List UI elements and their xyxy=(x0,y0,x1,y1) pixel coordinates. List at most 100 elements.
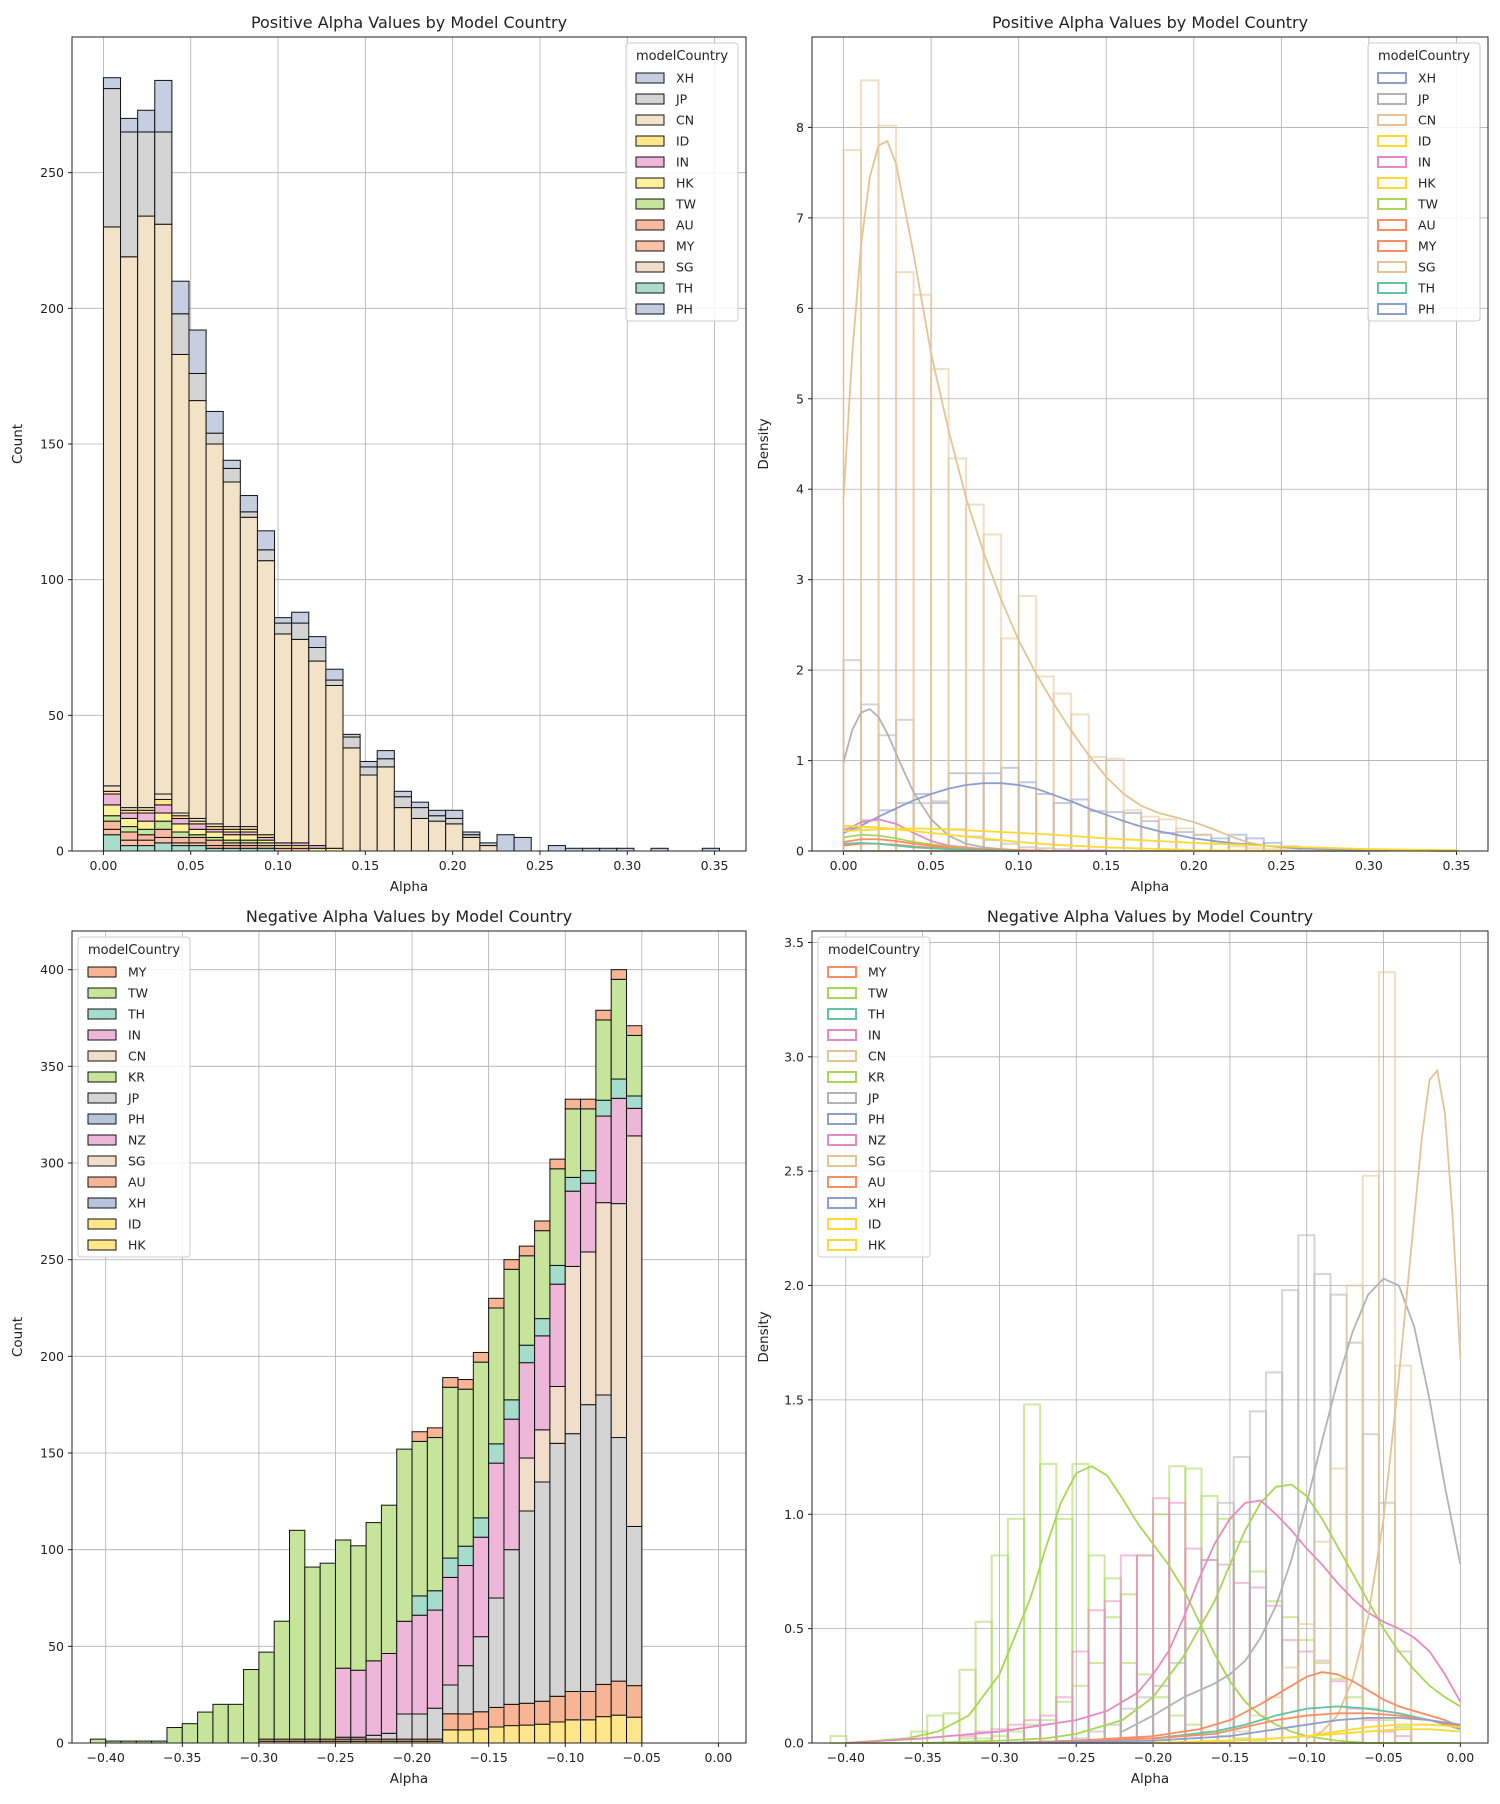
kde-line-xh xyxy=(843,782,1457,852)
x-tick-label: −0.20 xyxy=(1134,1750,1172,1765)
histogram-bar-segment xyxy=(222,459,241,469)
legend-label: IN xyxy=(1418,155,1431,170)
bars xyxy=(102,77,720,852)
x-tick-label: 0.05 xyxy=(917,858,945,873)
histogram-bar-segment xyxy=(205,443,224,825)
kde-line-id xyxy=(843,824,1282,852)
legend-swatch xyxy=(1377,282,1407,294)
histogram-bar-segment xyxy=(102,834,122,852)
histogram-bar-segment xyxy=(488,1462,505,1599)
legend-label: CN xyxy=(868,1049,886,1064)
density-bar xyxy=(974,1620,993,1745)
histogram-bar-segment xyxy=(137,845,156,852)
legend-label: NZ xyxy=(128,1133,146,1148)
x-axis-label: Alpha xyxy=(1131,879,1169,895)
histogram-bar-segment xyxy=(120,256,139,809)
y-tick-label: 0.5 xyxy=(784,1621,804,1636)
histogram-bar-segment xyxy=(171,817,190,825)
histogram-bar-segment xyxy=(534,1318,551,1337)
density-bar xyxy=(1329,1467,1348,1744)
legend-swatch xyxy=(87,1218,117,1230)
histogram-bar-segment xyxy=(549,1721,566,1744)
x-tick-label: −0.05 xyxy=(623,1750,661,1765)
x-tick-label: 0.00 xyxy=(1446,1750,1474,1765)
legend-label: KR xyxy=(868,1070,885,1085)
histogram-bar-segment xyxy=(256,530,276,551)
histogram-bar-segment xyxy=(479,845,498,852)
histogram-bar-segment xyxy=(102,828,122,836)
histogram-bar-segment xyxy=(376,750,395,760)
density-bar xyxy=(1216,1563,1235,1745)
histogram-bar-segment xyxy=(89,1738,107,1744)
legend: modelCountry XH JP CN ID IN HK TW AU MY SG TH PH xyxy=(625,42,739,322)
histogram-bar-segment xyxy=(442,1713,459,1731)
legend-label: TH xyxy=(675,281,693,296)
histogram-bar-segment xyxy=(518,1702,536,1726)
histogram-bar-segment xyxy=(442,1576,459,1686)
histogram-bar-segment xyxy=(308,636,327,649)
histogram-bar-segment xyxy=(503,1703,520,1727)
legend-title: modelCountry xyxy=(828,943,920,958)
density-bar xyxy=(1052,802,1073,853)
histogram-bar-segment xyxy=(549,1264,566,1285)
legend: modelCountry XH JP CN ID IN HK TW AU MY SG TH PH xyxy=(1367,42,1481,322)
legend-label: CN xyxy=(676,113,694,128)
histogram-bar-segment xyxy=(445,823,464,852)
y-tick-label: 200 xyxy=(40,1349,64,1364)
histogram-bar-segment xyxy=(410,801,430,809)
histogram-bar-segment xyxy=(518,1255,536,1346)
histogram-bar-segment xyxy=(291,622,310,640)
histogram-bar-segment xyxy=(325,684,344,849)
x-tick-label: 0.35 xyxy=(701,858,729,873)
legend-label: JP xyxy=(127,1091,140,1106)
x-axis-label: Alpha xyxy=(1131,1771,1169,1787)
legend-label: TW xyxy=(127,986,148,1001)
legend-swatch xyxy=(1377,261,1407,273)
legend-label: HK xyxy=(1418,176,1436,191)
x-tick-label: 0.10 xyxy=(1005,858,1033,873)
y-tick-label: 50 xyxy=(48,708,64,723)
histogram-bar-segment xyxy=(426,1707,444,1740)
histogram-bar-segment xyxy=(626,1525,643,1687)
density-bar xyxy=(1006,1730,1026,1744)
histogram-bar-segment xyxy=(610,969,628,980)
legend-swatch xyxy=(1377,240,1407,252)
histogram-bar-segment xyxy=(595,1115,612,1204)
y-tick-label: 3.0 xyxy=(784,1049,804,1064)
legend-label: TH xyxy=(867,1007,885,1022)
histogram-bar-segment xyxy=(171,280,190,315)
histogram-bar-segment xyxy=(595,1394,612,1685)
x-tick-label: −0.10 xyxy=(546,1750,584,1765)
histogram-bar-segment xyxy=(442,1557,459,1578)
histogram-bar-segment xyxy=(396,1713,413,1740)
subplot-1: 0.00 0.05 0.10 0.15 0.20 0.25 0.30 0.35 0 50 100 15… xyxy=(10,13,747,895)
histogram-bar-segment xyxy=(472,1636,490,1713)
histogram-bar-segment xyxy=(137,834,156,841)
histogram-bar-segment xyxy=(325,679,344,686)
histogram-bar-segment xyxy=(396,1620,413,1715)
x-tick-label: −0.10 xyxy=(1288,1750,1326,1765)
histogram-bar-segment xyxy=(547,845,566,852)
histogram-bar-segment xyxy=(291,638,310,844)
density-bar xyxy=(912,293,933,852)
density-bar xyxy=(1200,1559,1219,1744)
legend-label: MY xyxy=(676,239,695,254)
legend-label: MY xyxy=(868,965,887,980)
histogram-bar-segment xyxy=(610,1437,628,1682)
histogram-bar-segment xyxy=(610,1680,628,1716)
histogram-bar-segment xyxy=(350,1545,367,1671)
histogram-bar-segment xyxy=(102,77,122,90)
density-bar xyxy=(1017,781,1038,852)
density-bar xyxy=(1264,1371,1284,1744)
legend-swatch xyxy=(827,1029,857,1041)
histogram-bar-segment xyxy=(472,1728,490,1744)
x-tick-label: 0.05 xyxy=(177,858,205,873)
kde-line-my xyxy=(843,838,1054,852)
histogram-bar-segment xyxy=(564,1433,582,1692)
histogram-bar-segment xyxy=(626,1685,643,1718)
density-bar xyxy=(1377,1730,1397,1744)
x-tick-label: 0.30 xyxy=(1355,858,1383,873)
kde-line-th xyxy=(843,841,1019,852)
histogram-bar-segment xyxy=(273,1620,291,1740)
